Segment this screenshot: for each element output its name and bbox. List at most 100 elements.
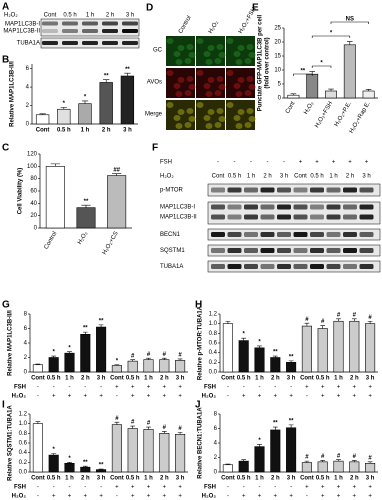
x-tick-label: 3 h [366,476,375,482]
error-bar [39,113,46,115]
significance-label: * [258,438,261,444]
x-tick-label: 2 h [160,476,169,482]
condition-value: + [353,494,357,500]
y-tick-label: 80 [30,176,37,182]
condition-value: - [69,385,71,391]
condition-value: - [274,385,276,391]
cell [196,38,204,44]
condition-value: + [99,494,103,500]
condition-value: - [243,385,245,391]
x-tick-label: 3 h [176,376,185,382]
bar [99,82,113,125]
condition-value: + [147,485,151,491]
error-bar [257,444,262,447]
y-tick-label: 6 [214,426,218,432]
blot-band [42,21,58,26]
x-tick-label: Cont [36,128,50,134]
error-bar [130,359,136,362]
error-bar [367,320,373,324]
x-tick-label: Cont [300,476,314,482]
cell [216,44,224,50]
cell [235,59,243,65]
condition-value: + [242,494,246,500]
blot-band [62,29,78,33]
y-tick-label: 1.0 [209,321,218,327]
bar [301,325,312,373]
y-tick-label: 0.4 [209,350,218,356]
error-bar [146,426,151,430]
x-tick-label: Cont [221,376,235,382]
lane-label: + [332,160,336,166]
bar [32,364,43,373]
blot-row-label: MAP1LC3B-I [160,205,195,211]
cell [186,76,194,82]
condition-value: + [178,494,182,500]
blot-row-label: MAP1LC3B-II [160,215,197,221]
error-bar [290,93,297,96]
error-bar [367,461,373,464]
blot-band [277,248,291,253]
condition-value: - [259,485,261,491]
condition-value: + [131,494,135,500]
blot-band [260,264,275,269]
y-axis-label: (fold over control) [265,37,271,88]
bar [349,461,360,473]
cell [218,84,226,90]
condition-label: H₂O₂ [12,394,27,400]
condition-label: FSH [14,485,26,491]
cell [246,108,254,114]
cell [177,45,185,51]
condition-value: - [227,485,229,491]
blot-band [227,248,242,253]
condition-value: + [115,485,119,491]
blot-band [227,232,242,237]
significance-label: # [321,319,325,325]
bar [325,90,337,99]
error-bar [114,421,120,425]
cell [237,45,245,51]
y-axis-label: Relative MAP1LC3B-II/I [8,310,14,376]
cell [216,108,224,114]
significance-label: * [258,339,261,345]
x-tick-label: Cont [31,376,45,382]
condition-value: - [259,385,261,391]
x-tick-label: 1 h [255,476,264,482]
blot-band [102,21,118,26]
error-bar [130,425,136,429]
panel-letter: H [195,300,202,311]
error-bar [67,462,72,464]
x-tick-label: H₂O₂+P.E. [334,101,353,128]
x-tick-label: 1 h [144,476,153,482]
cell [233,51,241,57]
bar [127,360,138,373]
lane-label: 3 h [126,13,134,19]
error-bar [320,460,326,462]
bar [143,429,154,473]
lane-label: 0.5 h [228,174,241,180]
bar [286,362,297,373]
cell [233,115,241,121]
lane-label: - [217,160,219,166]
cell [207,109,215,115]
cell [214,90,222,96]
bar [64,462,75,473]
x-tick-label: 0.5 h [237,476,251,482]
cell [186,108,194,114]
error-bar [304,460,310,463]
cell [248,52,256,58]
x-tick-label: H₂O₂ [77,230,89,245]
error-bar [288,360,294,363]
condition-value: + [147,385,151,391]
condition-value: + [337,385,341,391]
error-bar [35,421,41,424]
blot-band [310,232,324,237]
bar [78,103,92,125]
blot-band [359,214,374,220]
cell [173,83,181,89]
blot-band [293,248,308,253]
cell [205,59,213,65]
condition-value: + [131,485,135,491]
blot-row-label: BECN1 [160,232,181,238]
error-bar [81,204,91,208]
panel-letter: G [2,300,10,311]
